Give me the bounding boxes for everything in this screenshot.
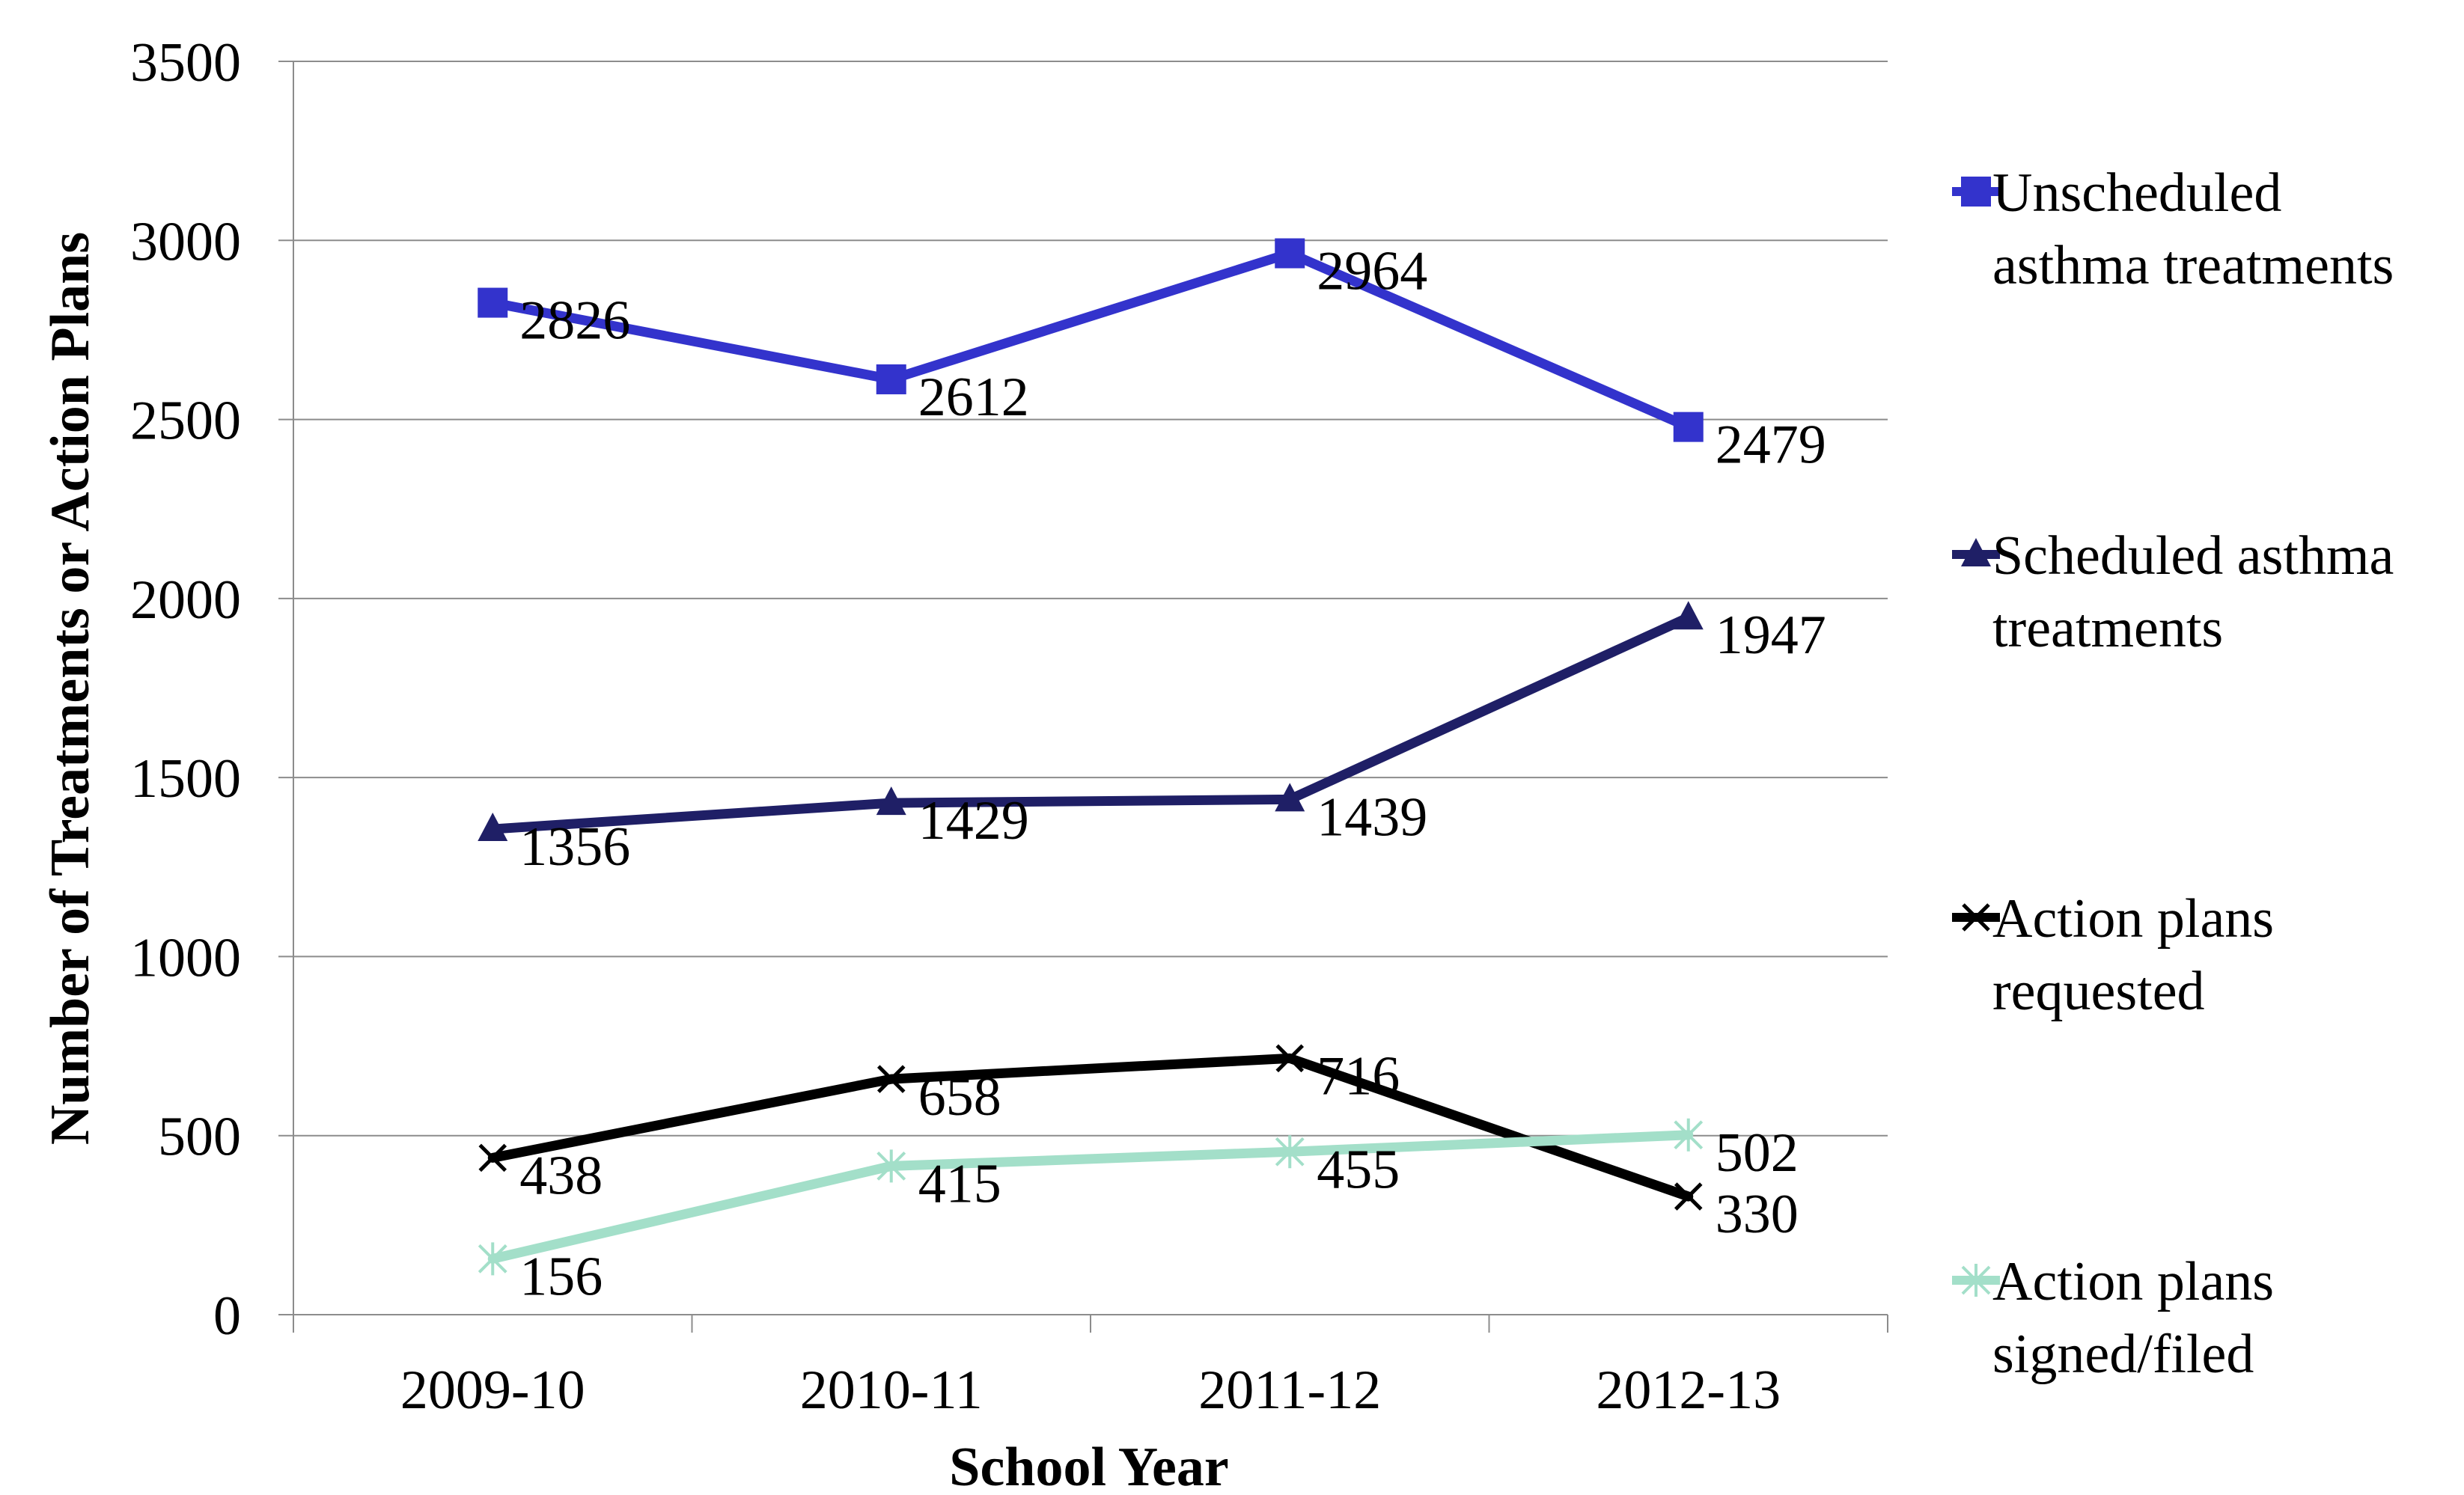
legend-label: Unscheduled (1992, 162, 2281, 224)
x-axis-title: School Year (949, 1437, 1228, 1491)
data-point-marker (1275, 238, 1305, 269)
series-line (487, 1130, 1694, 1264)
y-tick-label: 500 (158, 1107, 241, 1168)
data-label: 1429 (918, 790, 1029, 852)
data-point-marker (876, 1065, 906, 1093)
series-line (487, 1053, 1694, 1202)
series-line (487, 612, 1694, 834)
y-axis-title: Number of Treatments or Action Plans (40, 232, 101, 1145)
data-point-marker (1673, 601, 1704, 630)
data-label: 502 (1716, 1122, 1799, 1184)
data-point-marker (478, 1242, 507, 1276)
data-point-marker (478, 1143, 507, 1173)
y-tick-label: 0 (213, 1285, 241, 1347)
y-tick-label: 2500 (130, 391, 241, 452)
legend-label: asthma treatments (1992, 235, 2394, 296)
y-tick-label: 3500 (130, 32, 241, 94)
legend-swatch-marker (1962, 903, 1990, 932)
data-label: 156 (519, 1246, 603, 1307)
data-point-marker (1674, 1118, 1704, 1152)
data-point-marker (478, 287, 508, 318)
data-point-marker (1275, 1135, 1305, 1169)
data-point-marker (1275, 1044, 1305, 1073)
x-tick-label: 2012-13 (1596, 1360, 1781, 1421)
series-group (478, 238, 1704, 1276)
y-tick-label: 1500 (130, 748, 241, 810)
data-point-marker (478, 813, 508, 842)
legend-label: Action plans (1992, 1251, 2274, 1312)
data-label: 2612 (918, 367, 1029, 428)
y-tick-label: 2000 (130, 569, 241, 631)
data-point-marker (876, 1149, 906, 1183)
data-label: 415 (918, 1153, 1001, 1214)
legend-label: Scheduled asthma (1992, 525, 2394, 587)
data-point-marker (1674, 1182, 1703, 1211)
legend: Unscheduled asthma treatments Scheduled as… (1952, 162, 2394, 1385)
data-label: 2479 (1716, 415, 1826, 476)
gridlines (293, 61, 1888, 1137)
legend-swatch-marker (1961, 177, 1991, 207)
data-label: 438 (519, 1145, 603, 1206)
data-label: 455 (1317, 1139, 1400, 1200)
legend-label: signed/filed (1992, 1324, 2254, 1385)
data-point-marker (1275, 783, 1305, 812)
data-label: 1439 (1317, 786, 1427, 848)
legend-label: requested (1992, 961, 2205, 1022)
legend-label: treatments (1992, 598, 2223, 659)
data-label: 658 (918, 1066, 1001, 1128)
data-point-marker (876, 364, 906, 394)
legend-swatch-marker (1961, 538, 1991, 566)
series-line (487, 248, 1694, 432)
data-label: 1356 (519, 816, 630, 878)
data-label: 330 (1716, 1184, 1799, 1245)
y-tick-label: 1000 (130, 927, 241, 988)
data-label: 2964 (1317, 241, 1427, 302)
data-labels: 2826 2612 2964 2479 1356 1429 1439 1947 438 658 71… (519, 241, 1826, 1308)
axes: 0 500 1000 1500 2000 2500 3000 3500 2009-10 2010-… (130, 32, 1888, 1421)
x-tick-label: 2010-11 (800, 1360, 983, 1421)
data-point-marker (1673, 412, 1704, 442)
data-label: 2826 (519, 290, 630, 352)
data-label: 1947 (1716, 605, 1826, 666)
x-tick-label: 2009-10 (400, 1360, 585, 1421)
legend-label: Action plans (1992, 888, 2274, 950)
legend-swatch-marker (1961, 1264, 1991, 1297)
data-point-marker (876, 786, 906, 816)
data-label: 716 (1317, 1045, 1400, 1107)
y-tick-label: 3000 (130, 211, 241, 272)
x-tick-label: 2011-12 (1198, 1360, 1381, 1421)
